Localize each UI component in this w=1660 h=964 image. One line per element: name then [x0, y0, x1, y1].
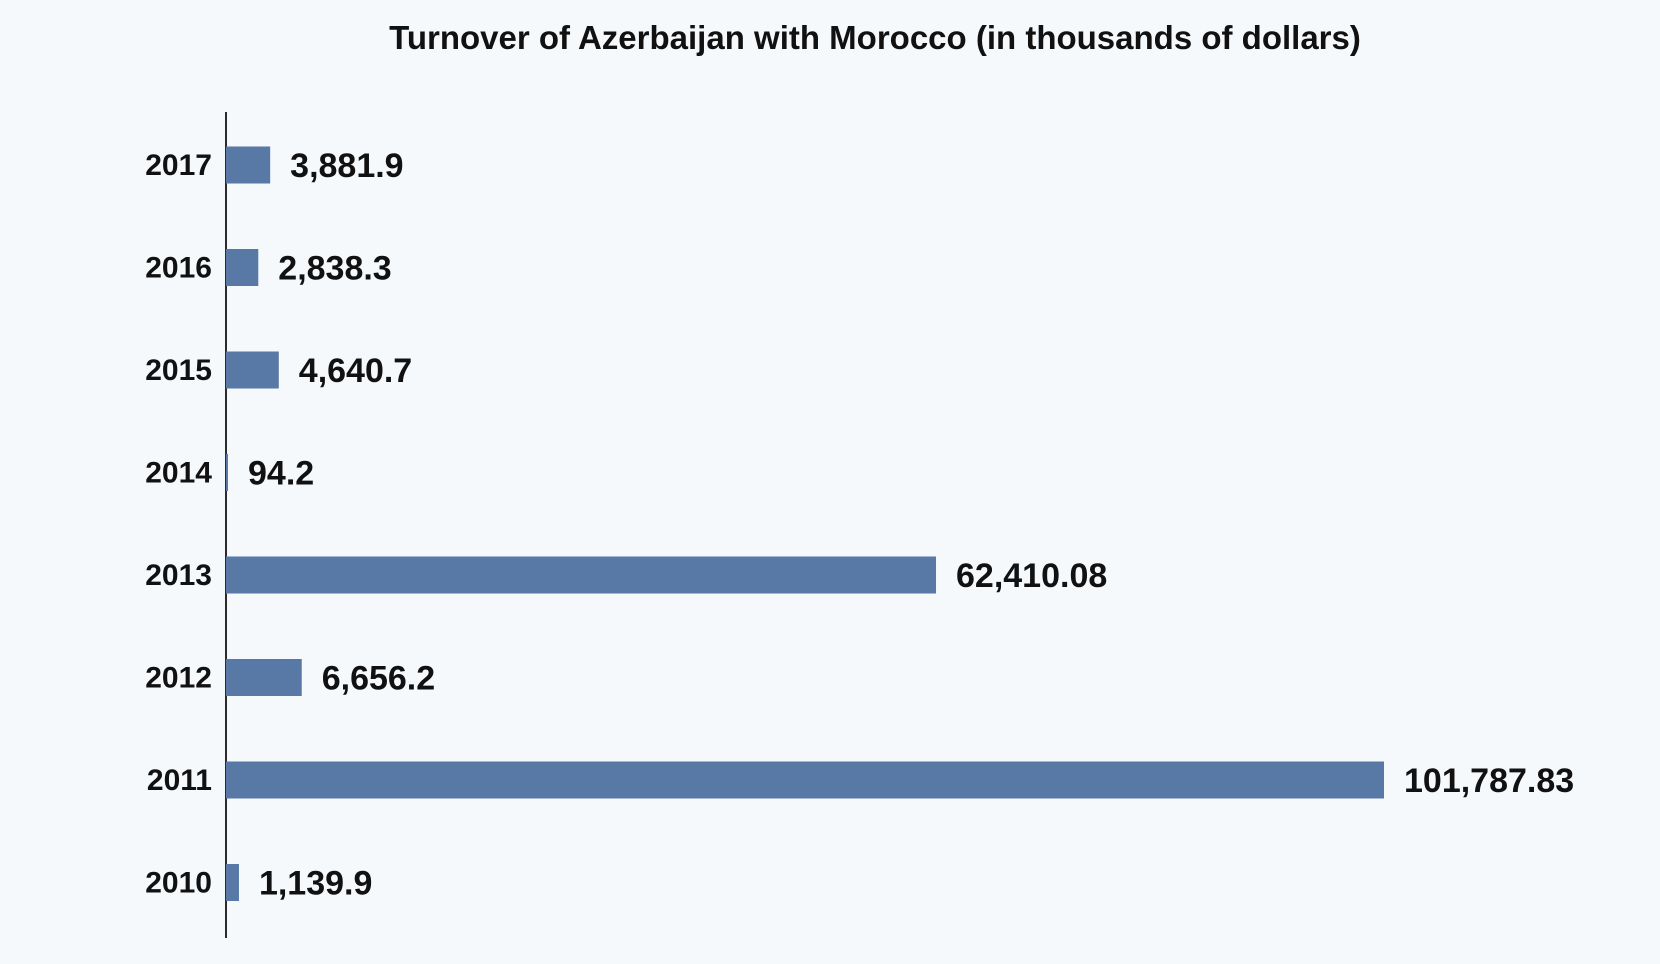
value-label-2010: 1,139.9: [259, 865, 372, 903]
value-label-2011: 101,787.83: [1404, 762, 1574, 800]
category-label-2015: 2015: [145, 354, 212, 387]
chart-title: Turnover of Azerbaijan with Morocco (in …: [389, 19, 1361, 56]
bar-2011: [226, 761, 1384, 799]
category-labels: 2017 2016 2015 2014 2013 2012 2011 2010: [145, 149, 212, 900]
value-labels: 3,881.9 2,838.3 4,640.7 94.2 62,410.08 6,656.…: [248, 147, 1574, 903]
value-label-2017: 3,881.9: [290, 147, 403, 185]
bar-2013: [226, 556, 937, 594]
value-label-2014: 94.2: [248, 455, 314, 493]
category-label-2017: 2017: [145, 149, 212, 182]
category-label-2010: 2010: [145, 867, 212, 900]
category-label-2013: 2013: [145, 559, 212, 592]
category-label-2014: 2014: [145, 457, 212, 490]
bar-2016: [226, 249, 259, 286]
bar-2012: [226, 659, 302, 696]
bar-2014: [226, 454, 228, 491]
category-label-2011: 2011: [147, 764, 212, 797]
bar-2010: [226, 864, 239, 901]
value-label-2016: 2,838.3: [278, 250, 391, 288]
category-label-2016: 2016: [145, 252, 212, 285]
value-label-2012: 6,656.2: [322, 660, 435, 698]
bar-2017: [226, 146, 271, 184]
value-label-2015: 4,640.7: [299, 352, 412, 390]
bar-2015: [226, 351, 279, 389]
value-label-2013: 62,410.08: [956, 557, 1107, 595]
category-label-2012: 2012: [145, 662, 212, 695]
bars-layer: [226, 146, 1384, 901]
